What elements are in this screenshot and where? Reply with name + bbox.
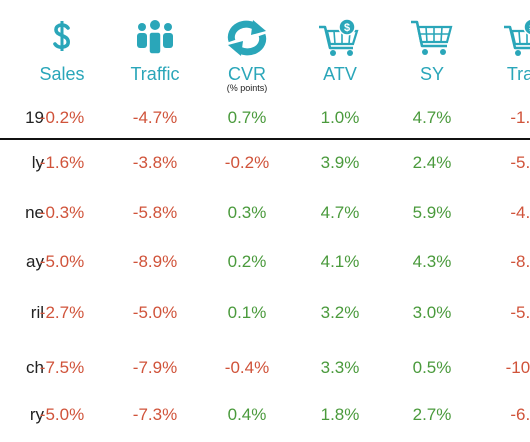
table-cell: -0.2% — [39, 108, 85, 127]
table-cell: 4.1% — [320, 252, 360, 271]
table-cell: -7.3% — [132, 405, 178, 424]
column-label: CVR — [227, 64, 266, 84]
column-header-sales: Sales — [17, 18, 107, 85]
table-cell: -3.8% — [132, 153, 178, 172]
column-header-atv: $ ATV — [295, 18, 385, 85]
shopping-cart-icon — [387, 18, 477, 58]
table-cell: -5.0% — [39, 405, 85, 424]
row-label: ry — [29, 405, 44, 424]
table-row: ry-5.0% -7.3% 0.4% 1.8% 2.7% -6.6 — [0, 400, 530, 430]
row-label: 19 — [25, 108, 44, 127]
table-cell: -10.5 — [505, 358, 530, 377]
column-header-tran: # Tran — [480, 18, 530, 85]
table-row: ay-5.0% -8.9% 0.2% 4.1% 4.3% -8.5 — [0, 247, 530, 277]
row-label: ay — [26, 252, 44, 271]
cart-dollar-icon: $ — [295, 18, 385, 58]
table-cell: -5.8% — [132, 203, 178, 222]
svg-text:#: # — [529, 22, 530, 34]
table-cell: -7.5% — [39, 358, 85, 377]
row-label: ch — [26, 358, 44, 377]
table-cell: 3.0% — [412, 303, 452, 322]
table-cell: 0.7% — [227, 108, 267, 127]
row-label: ly — [31, 153, 44, 172]
table-cell: -6.6 — [510, 405, 530, 424]
table-cell: 3.3% — [320, 358, 360, 377]
table-cell: -8.9% — [132, 252, 178, 271]
table-cell: 4.3% — [412, 252, 452, 271]
table-row: ne-0.3% -5.8% 0.3% 4.7% 5.9% -4.5 — [0, 198, 530, 228]
column-label: Sales — [39, 64, 85, 84]
table-cell: -0.4% — [224, 358, 270, 377]
column-label: ATV — [323, 64, 357, 84]
table-cell: 1.8% — [320, 405, 360, 424]
table-cell: 0.5% — [412, 358, 452, 377]
table-cell: -2.7% — [39, 303, 85, 322]
table-cell: 0.1% — [227, 303, 267, 322]
refresh-arrows-icon — [202, 18, 292, 58]
column-label: Traffic — [130, 64, 180, 84]
column-sublabel: (% points) — [226, 83, 268, 93]
column-header-sy: SY — [387, 18, 477, 85]
table-cell: 4.7% — [412, 108, 452, 127]
table-cell: 3.2% — [320, 303, 360, 322]
table-cell: -0.3% — [39, 203, 85, 222]
table-cell: 2.4% — [412, 153, 452, 172]
table-row: ch-7.5% -7.9% -0.4% 3.3% 0.5% -10.5 — [0, 353, 530, 383]
table-cell: -5.0% — [132, 303, 178, 322]
table-row: 19-0.2% -4.7% 0.7% 1.0% 4.7% -1.0 — [0, 103, 530, 133]
column-label: Tran — [506, 64, 530, 84]
cart-hash-icon: # — [480, 18, 530, 58]
table-cell: 3.9% — [320, 153, 360, 172]
table-cell: 0.2% — [227, 252, 267, 271]
dollar-sign-icon — [17, 18, 107, 58]
people-group-icon — [110, 18, 200, 58]
table-row: ril-2.7% -5.0% 0.1% 3.2% 3.0% -5.2 — [0, 298, 530, 328]
header-divider — [0, 138, 530, 140]
table-cell: 1.0% — [320, 108, 360, 127]
row-label: ne — [25, 203, 44, 222]
row-label: ril — [30, 303, 44, 322]
table-cell: 5.9% — [412, 203, 452, 222]
table-cell: -0.2% — [224, 153, 270, 172]
column-label: SY — [419, 64, 444, 84]
table-cell: -5.1 — [510, 153, 530, 172]
table-cell: -8.5 — [510, 252, 530, 271]
table-cell: 2.7% — [412, 405, 452, 424]
column-header-traffic: Traffic — [110, 18, 200, 85]
svg-text:$: $ — [344, 22, 350, 34]
table-cell: -5.0% — [39, 252, 85, 271]
table-cell: -5.2 — [510, 303, 530, 322]
table-cell: -4.5 — [510, 203, 530, 222]
table-cell: 0.3% — [227, 203, 267, 222]
table-cell: 0.4% — [227, 405, 267, 424]
table-cell: -7.9% — [132, 358, 178, 377]
table-cell: -1.0 — [510, 108, 530, 127]
table-cell: -1.6% — [39, 153, 85, 172]
column-header-cvr: CVR (% points) — [202, 18, 292, 93]
table-cell: -4.7% — [132, 108, 178, 127]
table-row: ly-1.6% -3.8% -0.2% 3.9% 2.4% -5.1 — [0, 148, 530, 178]
table-cell: 4.7% — [320, 203, 360, 222]
